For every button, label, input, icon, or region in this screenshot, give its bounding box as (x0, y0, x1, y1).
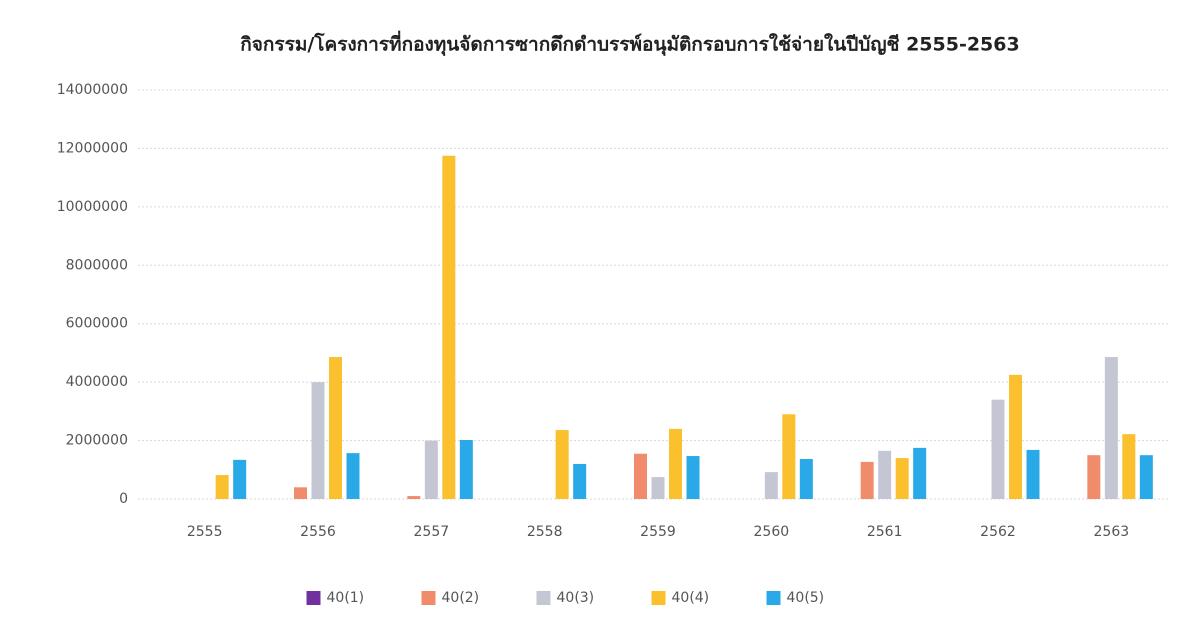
bar (1026, 449, 1040, 499)
legend-label: 40(5) (787, 590, 825, 606)
y-tick-label: 12000000 (57, 140, 128, 156)
x-tick-label: 2559 (640, 524, 676, 540)
bar (860, 461, 874, 499)
bar (991, 399, 1005, 499)
bar (407, 496, 421, 499)
bar (329, 357, 342, 499)
bar (878, 450, 892, 499)
bar (1104, 357, 1118, 499)
bar (1009, 374, 1022, 499)
bar (1087, 455, 1101, 499)
bar (686, 456, 700, 499)
y-tick-label: 6000000 (66, 316, 128, 332)
bar (233, 459, 247, 499)
bar (799, 458, 813, 499)
y-tick-label: 10000000 (57, 199, 128, 215)
bar (311, 382, 325, 499)
x-tick-label: 2561 (867, 524, 903, 540)
x-tick-label: 2557 (414, 524, 450, 540)
x-tick-label: 2563 (1094, 524, 1130, 540)
bar (782, 414, 796, 499)
y-tick-label: 4000000 (66, 374, 128, 390)
bar (764, 472, 778, 499)
x-tick-label: 2562 (980, 524, 1016, 540)
legend-swatch (421, 591, 436, 605)
bar (346, 453, 360, 499)
y-tick-label: 0 (119, 491, 128, 507)
y-tick-label: 14000000 (57, 82, 128, 98)
legend-label: 40(3) (557, 590, 595, 606)
bar (215, 475, 229, 499)
x-tick-label: 2560 (754, 524, 790, 540)
bar (913, 447, 927, 499)
x-tick-label: 2556 (300, 524, 336, 540)
bar (459, 439, 473, 499)
bar (442, 155, 456, 499)
legend-swatch (651, 591, 666, 605)
bar (895, 458, 909, 499)
legend-swatch (766, 591, 781, 605)
legend-label: 40(4) (672, 590, 710, 606)
legend-swatch (306, 591, 321, 605)
x-tick-label: 2558 (527, 524, 563, 540)
bar (294, 487, 307, 499)
bar (634, 453, 647, 499)
legend-label: 40(2) (442, 590, 480, 606)
y-tick-label: 2000000 (66, 433, 128, 449)
bar (424, 440, 438, 499)
bar (1122, 434, 1136, 499)
chart-title: กิจกรรม/โครงการที่กองทุนจัดการซากดึกดำบร… (240, 31, 1019, 57)
bar (555, 430, 569, 499)
bar (1139, 455, 1153, 499)
legend-label: 40(1) (327, 590, 365, 606)
bar (651, 477, 665, 499)
bar (573, 463, 587, 499)
legend-swatch (536, 591, 551, 605)
bar (669, 428, 682, 499)
x-tick-label: 2555 (187, 524, 223, 540)
y-tick-label: 8000000 (66, 257, 128, 273)
